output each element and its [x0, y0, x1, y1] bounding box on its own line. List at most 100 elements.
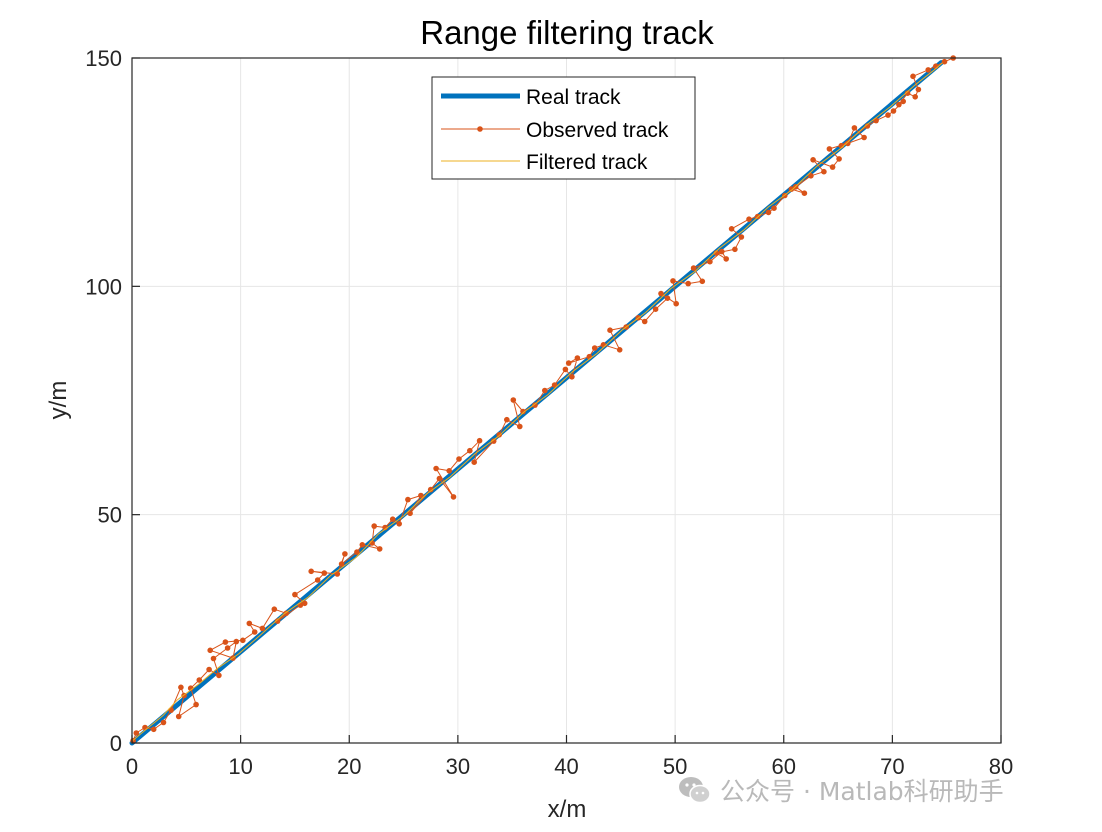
- y-tick-label: 100: [85, 274, 122, 299]
- observed-point: [690, 265, 697, 271]
- observed-point: [845, 140, 851, 147]
- x-axis-label: x/m: [548, 796, 587, 823]
- observed-point: [641, 318, 648, 325]
- observed-point: [788, 186, 795, 192]
- observed-point: [216, 672, 222, 679]
- observed-point: [321, 570, 328, 576]
- y-tick-label: 50: [98, 503, 122, 528]
- observed-point: [664, 295, 671, 302]
- observed-point: [652, 306, 659, 313]
- observed-point: [707, 258, 713, 265]
- observed-point: [616, 347, 623, 353]
- x-tick-label: 30: [446, 754, 470, 779]
- observed-point: [829, 164, 836, 170]
- observed-point: [193, 701, 199, 708]
- observed-point: [476, 437, 483, 444]
- observed-point: [520, 408, 526, 415]
- observed-point: [207, 647, 213, 654]
- observed-point: [405, 496, 411, 503]
- observed-point: [175, 713, 182, 720]
- observed-point: [292, 591, 298, 598]
- observed-point: [801, 190, 808, 196]
- observed-point: [551, 382, 558, 388]
- observed-point: [732, 246, 738, 253]
- x-tick-label: 10: [228, 754, 252, 779]
- plot-area: [129, 55, 956, 746]
- observed-point: [271, 606, 278, 612]
- observed-point: [359, 542, 366, 548]
- observed-point: [456, 456, 462, 462]
- observed-point: [885, 112, 891, 118]
- observed-point: [471, 459, 478, 466]
- observed-point: [941, 58, 948, 65]
- observed-point: [274, 618, 281, 624]
- observed-point: [890, 108, 897, 114]
- x-tick-label: 60: [772, 754, 796, 779]
- observed-point: [765, 209, 772, 216]
- x-tick-label: 80: [989, 754, 1013, 779]
- observed-point: [607, 327, 613, 334]
- observed-point: [418, 492, 424, 499]
- observed-point: [308, 568, 315, 575]
- chart-title: Range filtering track: [420, 14, 714, 51]
- observed-point: [826, 146, 833, 152]
- observed-point: [904, 90, 911, 96]
- watermark: 公众号 · Matlab科研助手: [678, 770, 1004, 810]
- observed-point: [915, 86, 922, 93]
- x-tick-label: 20: [337, 754, 361, 779]
- observed-point: [562, 366, 569, 373]
- observed-point: [334, 571, 341, 577]
- observed-point: [133, 730, 140, 736]
- tick-marks: [131, 57, 1002, 744]
- watermark-text: 公众号 · Matlab科研助手: [720, 777, 1004, 806]
- legend-label-real: Real track: [526, 86, 621, 109]
- observed-point: [864, 123, 871, 129]
- y-axis-label: y/m: [45, 381, 72, 420]
- observed-point: [371, 523, 378, 529]
- x-tick-label: 0: [126, 754, 138, 779]
- observed-point: [574, 355, 581, 361]
- observed-point: [746, 216, 752, 222]
- observed-point: [240, 637, 246, 644]
- legend-marker-observed: [477, 126, 483, 132]
- observed-point: [900, 98, 906, 105]
- observed-point: [206, 666, 212, 673]
- observed-point: [396, 521, 403, 527]
- observed-point: [338, 561, 345, 567]
- observed-point: [723, 256, 729, 262]
- observed-point: [810, 157, 816, 163]
- observed-point: [354, 549, 360, 555]
- x-tick-label: 40: [554, 754, 578, 779]
- observed-point: [160, 719, 167, 726]
- wechat-icon: [679, 777, 711, 804]
- observed-point: [504, 416, 510, 423]
- legend-label-filtered: Filtered track: [526, 151, 648, 174]
- observed-point: [925, 67, 931, 73]
- observed-point: [246, 620, 253, 627]
- observed-point: [542, 387, 548, 394]
- x-tick-label: 50: [663, 754, 687, 779]
- tick-labels: 0 10 20 30 40 50 60 70 80 0 50 100 150: [85, 46, 1013, 779]
- observed-point: [433, 465, 439, 472]
- observed-point: [150, 726, 157, 733]
- observed-point: [168, 707, 174, 713]
- observed-point: [450, 494, 457, 500]
- legend-label-observed: Observed track: [526, 119, 669, 142]
- observed-point: [196, 677, 203, 683]
- observed-point: [224, 645, 231, 651]
- observed-point: [376, 546, 383, 552]
- observed-point: [259, 625, 266, 632]
- observed-point: [517, 423, 523, 430]
- observed-point: [591, 345, 598, 351]
- observed-point: [719, 248, 725, 255]
- observed-point: [896, 101, 902, 108]
- observed-point: [446, 468, 453, 474]
- series-line-filtered-track: [132, 62, 943, 741]
- observed-point: [685, 280, 691, 287]
- observed-point: [532, 402, 538, 408]
- observed-point: [407, 510, 413, 517]
- observed-point: [910, 73, 916, 80]
- observed-point: [251, 629, 258, 635]
- observed-point: [178, 684, 184, 691]
- observed-point: [673, 300, 679, 307]
